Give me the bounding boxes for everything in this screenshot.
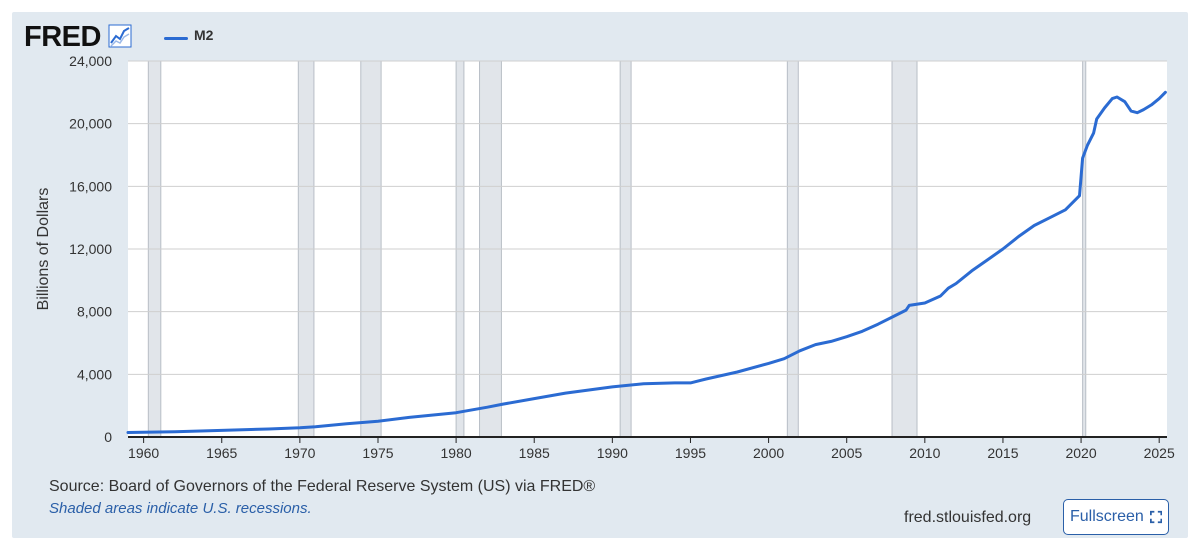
series-line-m2	[126, 90, 1167, 434]
x-tick-label: 1985	[519, 445, 550, 461]
x-tick-label: 2025	[1144, 445, 1175, 461]
y-tick-label: 4,000	[77, 366, 112, 382]
x-tick-label: 1990	[597, 445, 628, 461]
fullscreen-icon	[1149, 510, 1162, 524]
fullscreen-button[interactable]: Fullscreen	[1063, 499, 1169, 535]
recession-note: Shaded areas indicate U.S. recessions.	[49, 500, 312, 517]
legend-swatch	[164, 37, 188, 40]
y-tick-label: 16,000	[69, 178, 112, 194]
x-tick-label: 1970	[284, 445, 315, 461]
x-tick-label: 2005	[831, 445, 862, 461]
line-chart-icon	[108, 24, 132, 48]
x-tick-label: 1965	[206, 445, 237, 461]
fred-logo[interactable]: FRED	[24, 21, 101, 53]
y-tick-label: 20,000	[69, 116, 112, 132]
x-tick-label: 2000	[753, 445, 784, 461]
source-text: Source: Board of Governors of the Federa…	[49, 478, 596, 495]
y-tick-label: 24,000	[69, 53, 112, 69]
y-tick-label: 12,000	[69, 241, 112, 257]
y-axis-title: Billions of Dollars	[35, 188, 52, 311]
x-tick-label: 1960	[128, 445, 159, 461]
y-tick-label: 8,000	[77, 304, 112, 320]
site-link[interactable]: fred.stlouisfed.org	[904, 509, 1032, 526]
x-tick-label: 1980	[441, 445, 472, 461]
fullscreen-label: Fullscreen	[1070, 508, 1144, 525]
x-tick-label: 2010	[909, 445, 940, 461]
x-tick-label: 2015	[987, 445, 1018, 461]
x-tick-label: 1975	[362, 445, 393, 461]
x-tick-label: 2020	[1065, 445, 1096, 461]
legend-label-m2: M2	[194, 27, 214, 43]
y-tick-label: 0	[104, 429, 112, 445]
x-tick-label: 1995	[675, 445, 706, 461]
